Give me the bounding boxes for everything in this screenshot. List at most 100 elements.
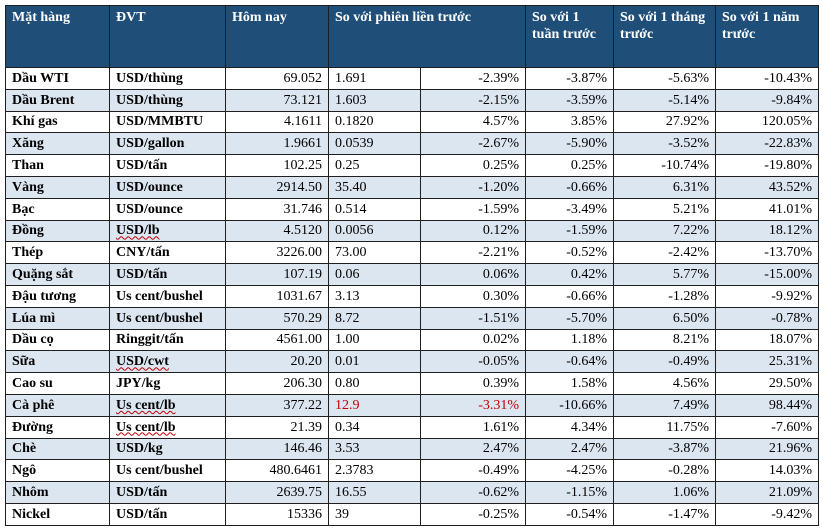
week-change-cell: -0.64% bbox=[525, 350, 615, 374]
change-percent-cell: 1.61% bbox=[419, 415, 527, 439]
change-percent-cell: 4.57% bbox=[419, 110, 527, 134]
change-percent-cell: 0.39% bbox=[419, 372, 527, 395]
month-change-cell: 5.21% bbox=[613, 197, 717, 221]
table-row: Thép CNY/tấn 3226.00 73.00 -2.21% -0.52% -2.42… bbox=[5, 241, 820, 265]
table-row: Xăng USD/gallon 1.9661 0.0539 -2.67% -5.90% -3… bbox=[5, 132, 820, 156]
today-price-cell: 31.746 bbox=[225, 197, 329, 221]
change-percent-cell: 0.02% bbox=[419, 328, 527, 352]
unit-cell: Ringgit/tấn bbox=[109, 328, 226, 352]
commodity-name-cell: Dầu WTI bbox=[5, 67, 110, 90]
change-value-cell: 16.55 bbox=[328, 481, 421, 504]
commodity-name-cell: Than bbox=[5, 154, 110, 177]
week-change-cell: 4.34% bbox=[525, 415, 615, 439]
change-value-cell: 0.34 bbox=[328, 415, 421, 439]
year-change-cell: 18.07% bbox=[715, 328, 820, 352]
week-change-cell: -1.15% bbox=[525, 481, 615, 504]
table-row: Bạc USD/ounce 31.746 0.514 -1.59% -3.49% 5.21%… bbox=[5, 197, 820, 221]
year-change-cell: -0.78% bbox=[715, 306, 820, 330]
change-value-cell: 73.00 bbox=[328, 241, 421, 265]
unit-cell: USD/MMBTU bbox=[109, 110, 226, 134]
month-change-cell: -2.42% bbox=[613, 241, 717, 265]
year-change-cell: -13.70% bbox=[715, 241, 820, 265]
year-change-cell: 120.05% bbox=[715, 110, 820, 134]
year-change-cell: -7.60% bbox=[715, 415, 820, 439]
year-change-cell: 98.44% bbox=[715, 393, 820, 417]
unit-cell: Us cent/lb bbox=[109, 415, 226, 439]
table-row: Đồng USD/lb 4.5120 0.0056 0.12% -1.59% 7.22% 18… bbox=[5, 219, 820, 243]
header-today: Hôm nay bbox=[225, 5, 329, 68]
table-row: Dầu WTI USD/thùng 69.052 1.691 -2.39% -3.87% -… bbox=[5, 67, 820, 90]
month-change-cell: 7.49% bbox=[613, 393, 717, 417]
commodity-name-cell: Cao su bbox=[5, 372, 110, 395]
commodity-name-cell: Nickel bbox=[5, 502, 110, 526]
month-change-cell: -3.87% bbox=[613, 437, 717, 461]
commodity-price-table-container: Mặt hàng ĐVT Hôm nay So với phiên liền t… bbox=[5, 5, 820, 526]
change-percent-cell: -0.49% bbox=[419, 459, 527, 483]
table-row: Ngô Us cent/bushel 480.6461 2.3783 -0.49% -4.… bbox=[5, 459, 820, 483]
unit-cell: USD/tấn bbox=[109, 263, 226, 286]
year-change-cell: 29.50% bbox=[715, 372, 820, 395]
change-percent-cell: -2.67% bbox=[419, 132, 527, 156]
unit-text: USD/lb bbox=[116, 223, 160, 239]
header-unit: ĐVT bbox=[109, 5, 226, 68]
year-change-cell: 25.31% bbox=[715, 350, 820, 374]
unit-cell: JPY/kg bbox=[109, 372, 226, 395]
today-price-cell: 206.30 bbox=[225, 372, 329, 395]
month-change-cell: 6.50% bbox=[613, 306, 717, 330]
commodity-name-cell: Thép bbox=[5, 241, 110, 265]
month-change-cell: 11.75% bbox=[613, 415, 717, 439]
commodity-name-cell: Nhôm bbox=[5, 481, 110, 504]
table-row: Dầu Brent USD/thùng 73.121 1.603 -2.15% -3.59… bbox=[5, 88, 820, 112]
year-change-cell: -9.42% bbox=[715, 502, 820, 526]
unit-text: Us cent/lb bbox=[116, 419, 176, 435]
change-percent-cell: -1.59% bbox=[419, 197, 527, 221]
unit-cell: CNY/tấn bbox=[109, 241, 226, 265]
change-percent-cell: -1.20% bbox=[419, 175, 527, 199]
unit-cell: USD/lb bbox=[109, 219, 226, 243]
month-change-cell: 1.06% bbox=[613, 481, 717, 504]
header-vs-1-week: So với 1 tuần trước bbox=[525, 5, 615, 68]
unit-text: USD/cwt bbox=[116, 354, 169, 370]
header-commodity: Mặt hàng bbox=[5, 5, 110, 68]
header-vs-1-month: So với 1 tháng trước bbox=[613, 5, 717, 68]
today-price-cell: 69.052 bbox=[225, 67, 329, 90]
change-percent-cell: -2.21% bbox=[419, 241, 527, 265]
today-price-cell: 1.9661 bbox=[225, 132, 329, 156]
unit-cell: USD/tấn bbox=[109, 502, 226, 526]
today-price-cell: 107.19 bbox=[225, 263, 329, 286]
week-change-cell: 1.58% bbox=[525, 372, 615, 395]
week-change-cell: 1.18% bbox=[525, 328, 615, 352]
unit-cell: USD/cwt bbox=[109, 350, 226, 374]
commodity-name-cell: Xăng bbox=[5, 132, 110, 156]
today-price-cell: 21.39 bbox=[225, 415, 329, 439]
commodity-name-cell: Chè bbox=[5, 437, 110, 461]
today-price-cell: 3226.00 bbox=[225, 241, 329, 265]
month-change-cell: -1.47% bbox=[613, 502, 717, 526]
unit-cell: Us cent/bushel bbox=[109, 284, 226, 308]
week-change-cell: -0.66% bbox=[525, 175, 615, 199]
commodity-name-cell: Khí gas bbox=[5, 110, 110, 134]
today-price-cell: 2914.50 bbox=[225, 175, 329, 199]
change-value-cell: 3.13 bbox=[328, 284, 421, 308]
unit-cell: USD/kg bbox=[109, 437, 226, 461]
change-value-cell: 0.1820 bbox=[328, 110, 421, 134]
change-percent-cell: -3.31% bbox=[419, 393, 527, 417]
change-value-cell: 0.01 bbox=[328, 350, 421, 374]
today-price-cell: 570.29 bbox=[225, 306, 329, 330]
table-row: Sữa USD/cwt 20.20 0.01 -0.05% -0.64% -0.49% 25.… bbox=[5, 350, 820, 374]
commodity-name-cell: Sữa bbox=[5, 350, 110, 374]
today-price-cell: 146.46 bbox=[225, 437, 329, 461]
unit-cell: USD/gallon bbox=[109, 132, 226, 156]
header-vs-previous-session: So với phiên liền trước bbox=[327, 5, 527, 68]
change-percent-cell: -1.51% bbox=[419, 306, 527, 330]
table-row: Đường Us cent/lb 21.39 0.34 1.61% 4.34% 11.75%… bbox=[5, 415, 820, 439]
today-price-cell: 102.25 bbox=[225, 154, 329, 177]
table-body: Dầu WTI USD/thùng 69.052 1.691 -2.39% -3.87% -… bbox=[5, 67, 820, 526]
today-price-cell: 480.6461 bbox=[225, 459, 329, 483]
today-price-cell: 4.1611 bbox=[225, 110, 329, 134]
unit-cell: Us cent/lb bbox=[109, 393, 226, 417]
today-price-cell: 2639.75 bbox=[225, 481, 329, 504]
change-percent-cell: 0.06% bbox=[419, 263, 527, 286]
year-change-cell: 21.96% bbox=[715, 437, 820, 461]
week-change-cell: -1.59% bbox=[525, 219, 615, 243]
